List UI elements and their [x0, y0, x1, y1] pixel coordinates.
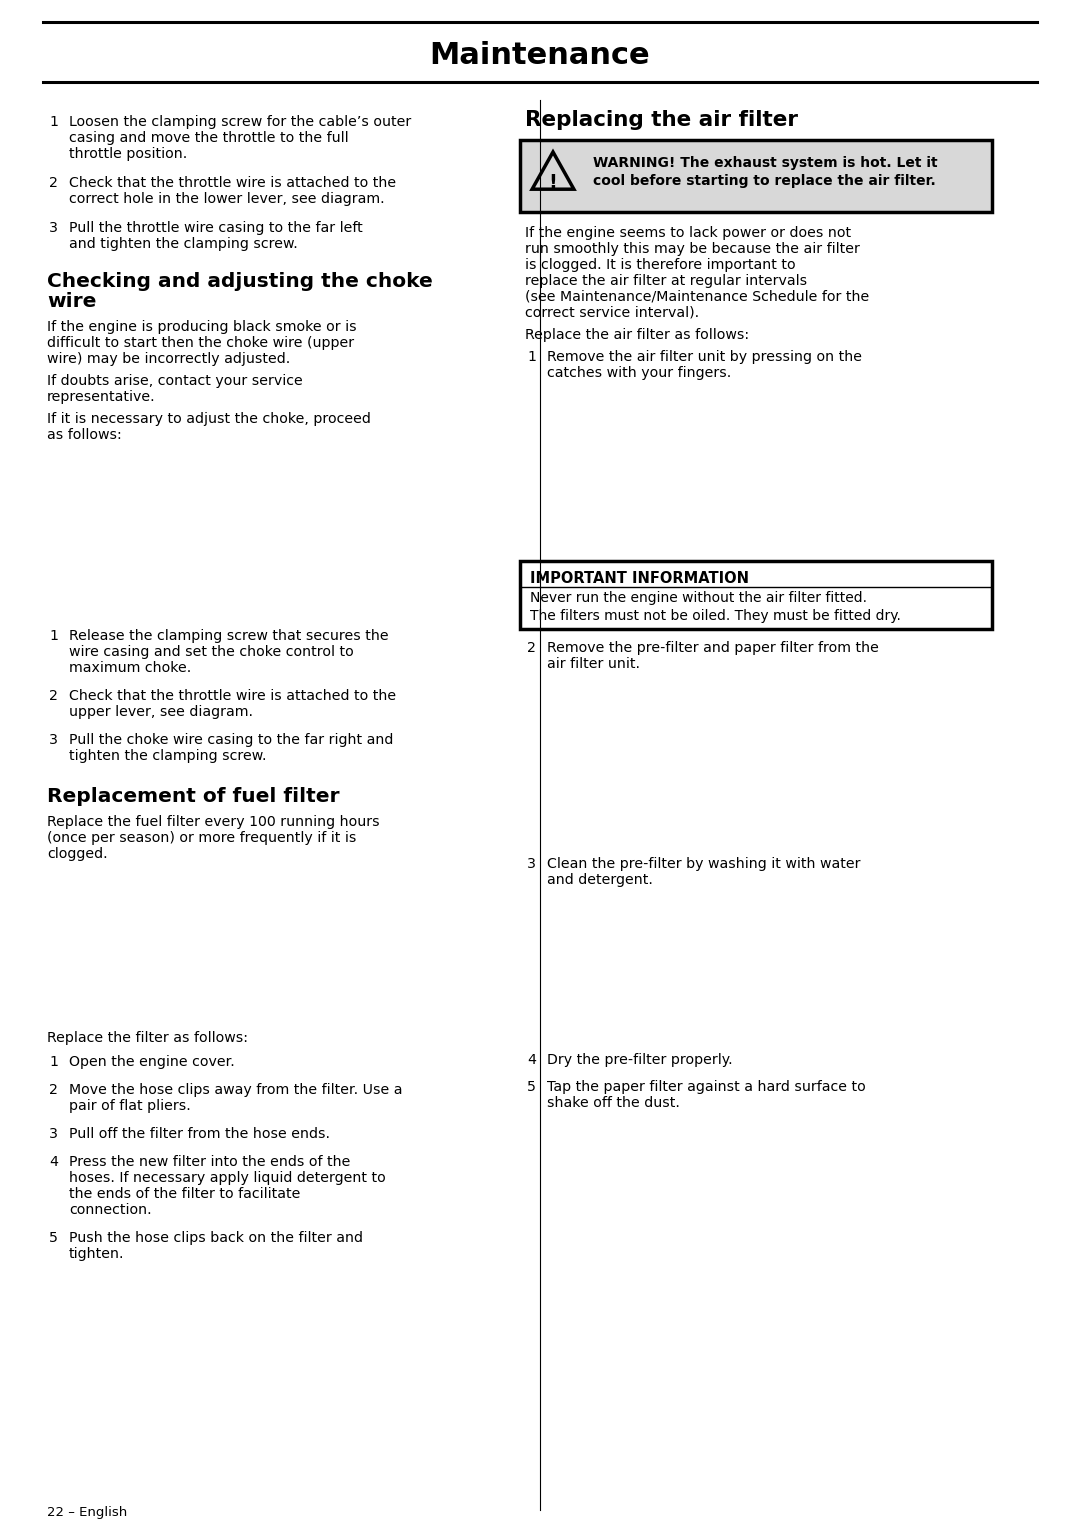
Text: representative.: representative. — [48, 390, 156, 403]
Text: the ends of the filter to facilitate: the ends of the filter to facilitate — [69, 1187, 300, 1201]
Text: 1: 1 — [49, 115, 58, 128]
Text: Move the hose clips away from the filter. Use a: Move the hose clips away from the filter… — [69, 1083, 403, 1097]
Text: 1: 1 — [527, 350, 536, 364]
Text: Check that the throttle wire is attached to the: Check that the throttle wire is attached… — [69, 689, 396, 703]
Text: Clean the pre-filter by washing it with water: Clean the pre-filter by washing it with … — [546, 857, 861, 871]
Text: !: ! — [549, 173, 557, 191]
Text: If the engine seems to lack power or does not: If the engine seems to lack power or doe… — [525, 226, 851, 240]
Text: throttle position.: throttle position. — [69, 147, 187, 160]
Text: clogged.: clogged. — [48, 847, 108, 860]
Text: Check that the throttle wire is attached to the: Check that the throttle wire is attached… — [69, 176, 396, 189]
Text: Never run the engine without the air filter fitted.: Never run the engine without the air fil… — [530, 591, 867, 605]
Text: 4: 4 — [527, 1053, 536, 1067]
Bar — [519, 141, 993, 212]
Text: 2: 2 — [49, 689, 58, 703]
Text: as follows:: as follows: — [48, 428, 122, 442]
Text: Replace the fuel filter every 100 running hours: Replace the fuel filter every 100 runnin… — [48, 814, 380, 830]
Text: 4: 4 — [49, 1155, 58, 1169]
Text: (once per season) or more frequently if it is: (once per season) or more frequently if … — [48, 831, 356, 845]
Bar — [519, 561, 993, 630]
Text: catches with your fingers.: catches with your fingers. — [546, 367, 731, 380]
Text: 22 – English: 22 – English — [48, 1507, 127, 1519]
Text: run smoothly this may be because the air filter: run smoothly this may be because the air… — [525, 241, 860, 257]
Text: Press the new filter into the ends of the: Press the new filter into the ends of th… — [69, 1155, 350, 1169]
Text: difficult to start then the choke wire (upper: difficult to start then the choke wire (… — [48, 336, 354, 350]
Text: 2: 2 — [527, 642, 536, 656]
Text: 3: 3 — [49, 733, 58, 747]
Text: Loosen the clamping screw for the cable’s outer: Loosen the clamping screw for the cable’… — [69, 115, 411, 128]
Text: 1: 1 — [49, 1054, 58, 1070]
Text: wire) may be incorrectly adjusted.: wire) may be incorrectly adjusted. — [48, 351, 291, 367]
Text: 1: 1 — [49, 630, 58, 643]
Text: and detergent.: and detergent. — [546, 872, 653, 886]
Text: correct hole in the lower lever, see diagram.: correct hole in the lower lever, see dia… — [69, 193, 384, 206]
Text: 3: 3 — [49, 1128, 58, 1141]
Text: Remove the air filter unit by pressing on the: Remove the air filter unit by pressing o… — [546, 350, 862, 364]
Text: If doubts arise, contact your service: If doubts arise, contact your service — [48, 374, 302, 388]
Text: Push the hose clips back on the filter and: Push the hose clips back on the filter a… — [69, 1232, 363, 1245]
Text: Tap the paper filter against a hard surface to: Tap the paper filter against a hard surf… — [546, 1080, 866, 1094]
Text: IMPORTANT INFORMATION: IMPORTANT INFORMATION — [530, 571, 750, 587]
Text: If it is necessary to adjust the choke, proceed: If it is necessary to adjust the choke, … — [48, 413, 370, 426]
Text: cool before starting to replace the air filter.: cool before starting to replace the air … — [593, 174, 935, 188]
Text: (see Maintenance/Maintenance Schedule for the: (see Maintenance/Maintenance Schedule fo… — [525, 290, 869, 304]
Text: tighten.: tighten. — [69, 1247, 124, 1261]
Text: Dry the pre-filter properly.: Dry the pre-filter properly. — [546, 1053, 732, 1067]
Text: upper lever, see diagram.: upper lever, see diagram. — [69, 704, 253, 720]
Text: air filter unit.: air filter unit. — [546, 657, 640, 671]
Text: shake off the dust.: shake off the dust. — [546, 1096, 680, 1109]
Text: casing and move the throttle to the full: casing and move the throttle to the full — [69, 131, 349, 145]
Text: Pull the throttle wire casing to the far left: Pull the throttle wire casing to the far… — [69, 222, 363, 235]
Text: and tighten the clamping screw.: and tighten the clamping screw. — [69, 237, 298, 251]
Text: Open the engine cover.: Open the engine cover. — [69, 1054, 234, 1070]
Text: 3: 3 — [527, 857, 536, 871]
Text: 5: 5 — [527, 1080, 536, 1094]
Text: hoses. If necessary apply liquid detergent to: hoses. If necessary apply liquid deterge… — [69, 1170, 386, 1186]
Text: pair of flat pliers.: pair of flat pliers. — [69, 1099, 191, 1112]
Text: wire casing and set the choke control to: wire casing and set the choke control to — [69, 645, 354, 659]
Text: WARNING! The exhaust system is hot. Let it: WARNING! The exhaust system is hot. Let … — [593, 156, 937, 170]
Text: is clogged. It is therefore important to: is clogged. It is therefore important to — [525, 258, 796, 272]
Text: tighten the clamping screw.: tighten the clamping screw. — [69, 749, 267, 762]
Text: Maintenance: Maintenance — [430, 41, 650, 69]
Text: replace the air filter at regular intervals: replace the air filter at regular interv… — [525, 274, 807, 287]
Text: 5: 5 — [49, 1232, 58, 1245]
Text: The filters must not be oiled. They must be fitted dry.: The filters must not be oiled. They must… — [530, 610, 901, 623]
Text: Replace the air filter as follows:: Replace the air filter as follows: — [525, 329, 750, 342]
Text: Pull the choke wire casing to the far right and: Pull the choke wire casing to the far ri… — [69, 733, 393, 747]
Text: Replacement of fuel filter: Replacement of fuel filter — [48, 787, 339, 805]
Text: Pull off the filter from the hose ends.: Pull off the filter from the hose ends. — [69, 1128, 330, 1141]
Text: Replacing the air filter: Replacing the air filter — [525, 110, 798, 130]
Text: 3: 3 — [49, 222, 58, 235]
Text: connection.: connection. — [69, 1203, 151, 1216]
Text: Checking and adjusting the choke: Checking and adjusting the choke — [48, 272, 433, 290]
Text: correct service interval).: correct service interval). — [525, 306, 699, 319]
Text: 2: 2 — [49, 176, 58, 189]
Text: If the engine is producing black smoke or is: If the engine is producing black smoke o… — [48, 319, 356, 335]
Text: maximum choke.: maximum choke. — [69, 662, 191, 675]
Text: Remove the pre-filter and paper filter from the: Remove the pre-filter and paper filter f… — [546, 642, 879, 656]
Text: 2: 2 — [49, 1083, 58, 1097]
Text: wire: wire — [48, 292, 96, 312]
Text: Release the clamping screw that secures the: Release the clamping screw that secures … — [69, 630, 389, 643]
Text: Replace the filter as follows:: Replace the filter as follows: — [48, 1031, 248, 1045]
